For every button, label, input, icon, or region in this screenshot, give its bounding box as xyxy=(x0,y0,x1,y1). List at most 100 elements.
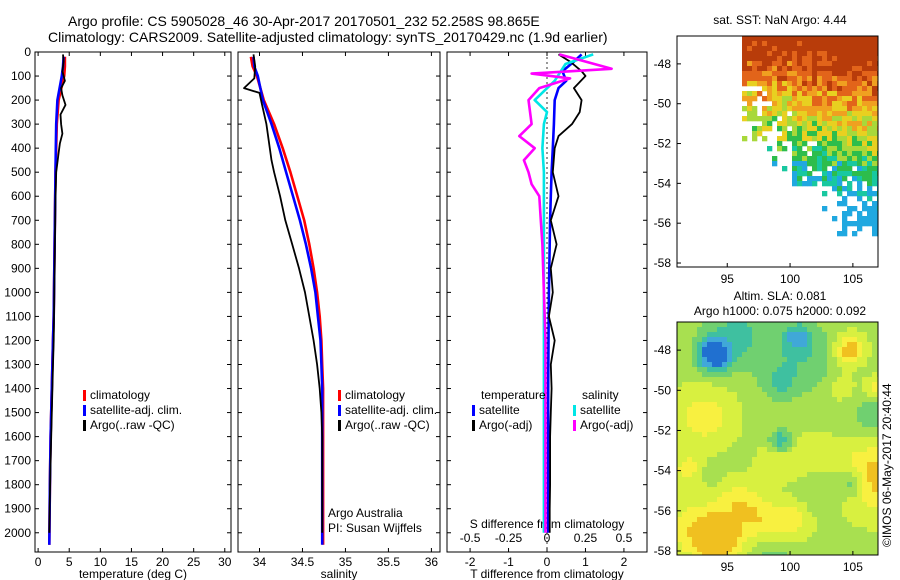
sst-cell xyxy=(787,81,793,87)
sst-cell xyxy=(792,161,798,167)
sla-cell xyxy=(722,477,728,483)
sst-cell xyxy=(772,101,778,107)
sla-cell xyxy=(727,427,733,433)
sla-cell xyxy=(732,552,738,555)
sla-cell xyxy=(772,357,778,363)
sst-cell xyxy=(822,101,828,107)
sla-cell xyxy=(802,537,808,543)
sla-cell xyxy=(682,422,688,428)
sla-cell xyxy=(757,482,763,488)
sla-cell xyxy=(702,527,708,533)
sst-cell xyxy=(847,141,853,147)
sla-cell xyxy=(722,442,728,448)
sla-cell xyxy=(782,352,788,358)
sla-cell xyxy=(767,547,773,553)
sla-cell xyxy=(677,492,683,498)
sst-cell xyxy=(857,61,863,67)
sla-cell xyxy=(752,357,758,363)
sla-cell xyxy=(687,352,693,358)
sst-cell xyxy=(762,126,768,132)
sla-cell xyxy=(677,412,683,418)
sla-cell xyxy=(797,437,803,443)
sla-cell xyxy=(707,447,713,453)
sla-cell xyxy=(697,322,703,328)
sla-cell xyxy=(762,507,768,513)
sst-cell xyxy=(757,131,763,137)
sla-cell xyxy=(822,512,828,518)
sla-cell xyxy=(727,527,733,533)
sla-cell xyxy=(817,347,823,353)
sla-cell xyxy=(702,342,708,348)
sla-cell xyxy=(767,377,773,383)
sla-cell xyxy=(707,522,713,528)
sla-cell xyxy=(857,372,863,378)
sla-cell xyxy=(732,427,738,433)
sst-cell xyxy=(792,156,798,162)
sla-cell xyxy=(802,362,808,368)
sst-cell xyxy=(807,81,813,87)
sla-cell xyxy=(777,417,783,423)
sla-cell xyxy=(687,337,693,343)
sla-cell xyxy=(842,462,848,468)
sst-cell xyxy=(832,86,838,92)
sla-cell xyxy=(792,332,798,338)
sst-cell xyxy=(842,91,848,97)
sla-cell xyxy=(842,487,848,493)
sst-cell xyxy=(807,136,813,142)
sla-cell xyxy=(737,337,743,343)
sla-cell xyxy=(807,477,813,483)
sla-cell xyxy=(862,517,868,523)
sla-cell xyxy=(677,467,683,473)
sla-cell xyxy=(782,492,788,498)
sla-cell xyxy=(677,537,683,543)
sla-cell xyxy=(832,532,838,538)
sla-cell xyxy=(742,537,748,543)
sla-cell xyxy=(847,527,853,533)
sla-cell xyxy=(757,447,763,453)
sla-cell xyxy=(822,412,828,418)
sla-cell xyxy=(742,382,748,388)
sla-cell xyxy=(797,407,803,413)
sla-cell xyxy=(787,512,793,518)
sla-cell xyxy=(682,417,688,423)
sla-cell xyxy=(762,417,768,423)
sst-cell xyxy=(857,41,863,47)
sla-cell xyxy=(872,522,878,528)
sla-cell xyxy=(682,542,688,548)
sla-cell xyxy=(847,502,853,508)
sla-cell xyxy=(852,382,858,388)
sla-cell xyxy=(852,412,858,418)
sst-cell xyxy=(827,81,833,87)
sla-cell xyxy=(752,532,758,538)
sst-cell xyxy=(757,91,763,97)
sla-cell xyxy=(697,552,703,555)
sla-cell xyxy=(702,542,708,548)
sla-cell xyxy=(802,352,808,358)
sla-cell xyxy=(752,372,758,378)
sla-cell xyxy=(832,402,838,408)
sla-cell xyxy=(707,467,713,473)
sla-cell xyxy=(747,512,753,518)
sst-map-axes: 95 100 105-48-50-52-54-56-58 xyxy=(654,57,864,286)
sla-cell xyxy=(872,457,878,463)
sst-cell xyxy=(837,181,843,187)
sla-cell xyxy=(797,327,803,333)
sst-cell xyxy=(842,126,848,132)
sst-cell xyxy=(747,66,753,72)
sla-cell xyxy=(702,417,708,423)
sst-cell xyxy=(867,86,873,92)
sla-cell xyxy=(847,497,853,503)
sst-cell xyxy=(837,76,843,82)
sla-cell xyxy=(767,327,773,333)
sla-cell xyxy=(697,397,703,403)
sst-cell xyxy=(782,146,788,152)
sla-cell xyxy=(822,382,828,388)
sla-cell xyxy=(812,462,818,468)
sla-cell xyxy=(782,357,788,363)
sla-cell xyxy=(702,372,708,378)
sla-cell xyxy=(777,492,783,498)
sst-cell xyxy=(857,226,863,232)
sla-cell xyxy=(837,382,843,388)
sst-cell xyxy=(792,176,798,182)
sla-cell xyxy=(817,467,823,473)
